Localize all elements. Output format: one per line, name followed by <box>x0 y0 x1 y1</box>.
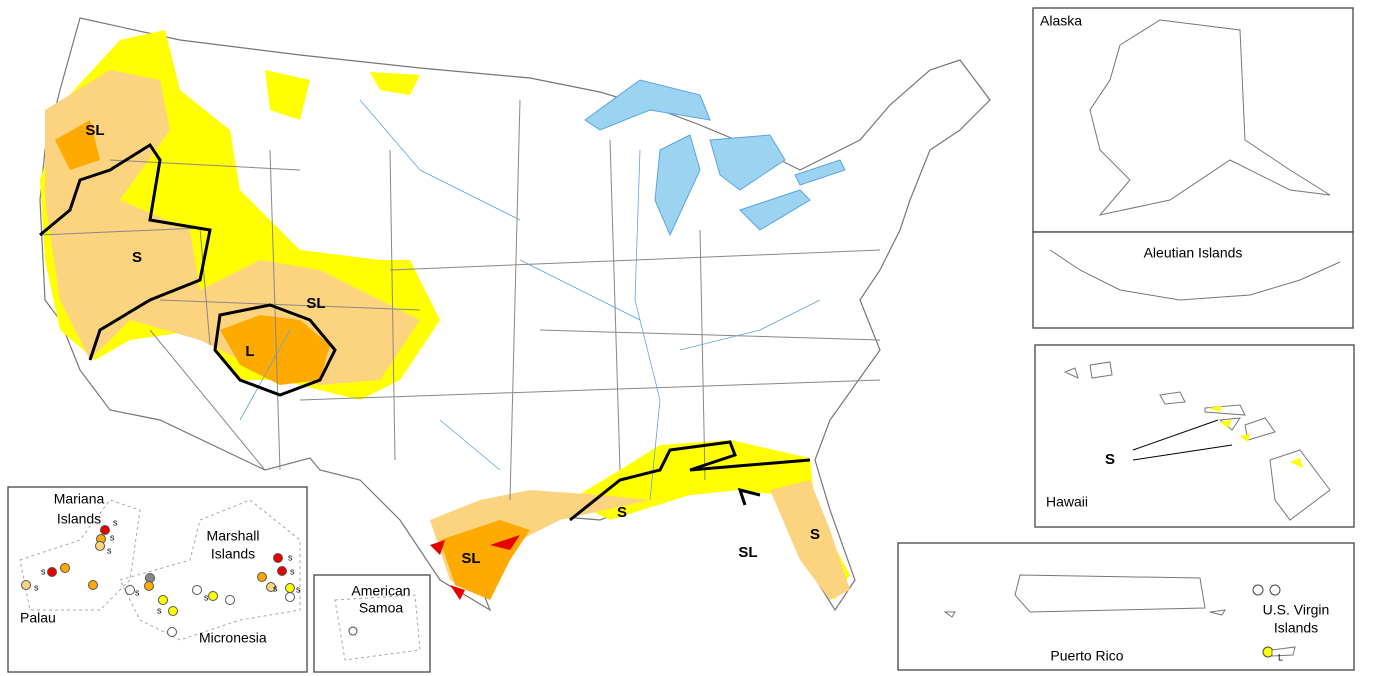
inset-title: American <box>351 583 410 599</box>
island-dot <box>60 563 70 573</box>
impact-label: s <box>290 566 295 576</box>
rivers <box>239 99 821 501</box>
inset-title: Alaska <box>1040 13 1082 29</box>
impact-label: SL <box>306 295 325 312</box>
island-dot <box>257 572 267 582</box>
island-dot <box>277 566 287 576</box>
impact-label: S <box>810 526 820 543</box>
great-lakes <box>584 79 846 237</box>
island-dot <box>95 541 105 551</box>
drought-d1 <box>770 480 850 600</box>
island-dot <box>266 582 276 592</box>
island-dot <box>273 553 283 563</box>
island-dot <box>285 583 295 593</box>
impact-label: s <box>273 583 278 593</box>
impact-outline <box>39 142 212 361</box>
inset-title: U.S. Virgin <box>1263 602 1330 618</box>
inset-title: Hawaii <box>1046 494 1088 510</box>
island-dot <box>285 592 295 602</box>
impact-label: S <box>132 249 142 266</box>
impact-label: SL <box>738 544 757 561</box>
drought-d3 <box>430 535 520 600</box>
impact-label: s <box>41 566 46 576</box>
impact-label: s <box>113 517 118 527</box>
island-dot <box>144 581 154 591</box>
inset-title: Islands <box>1274 620 1318 636</box>
impact-label: s <box>107 545 112 555</box>
samoa-inset <box>313 574 431 673</box>
state-lines <box>39 99 881 501</box>
island-dot <box>158 595 168 605</box>
hawaii-drought <box>1208 406 1303 468</box>
hawaii-shape <box>1063 361 1331 521</box>
puerto-rico-shape <box>943 574 1226 618</box>
island <box>1271 646 1296 657</box>
impact-label: s <box>110 532 115 542</box>
leader-line <box>1132 444 1233 461</box>
impact-label: L <box>1278 652 1283 662</box>
impact-label: S <box>1105 451 1115 468</box>
impact-label: L <box>245 343 254 360</box>
inset-title: Micronesia <box>199 630 267 646</box>
impact-label: SL <box>461 550 480 567</box>
island-dot <box>192 585 202 595</box>
impact-label: s <box>34 582 39 592</box>
island-dot <box>208 591 218 601</box>
island-dot <box>225 595 235 605</box>
impact-label: s <box>204 592 209 602</box>
island-dot <box>125 585 135 595</box>
drought-d2 <box>55 120 100 170</box>
island-dot <box>167 627 177 637</box>
impact-label: s <box>296 584 301 594</box>
impact-label: s <box>288 552 293 562</box>
alaska-shape <box>1089 19 1331 216</box>
impact-label: s <box>157 605 162 615</box>
island <box>1269 584 1281 596</box>
impact-label: SL <box>85 122 104 139</box>
drought-d0 <box>570 440 850 600</box>
pacific-inset <box>7 486 308 673</box>
leader-line <box>1132 419 1219 451</box>
island-dot <box>88 580 98 590</box>
island-dot <box>168 606 178 616</box>
inset-title: Aleutian Islands <box>1144 245 1243 261</box>
island-dot <box>47 567 57 577</box>
inset-title: Samoa <box>359 600 404 616</box>
inset-title: Islands <box>211 546 255 562</box>
impact-label: s <box>135 587 140 597</box>
aleutian-shape <box>1049 249 1341 301</box>
drought-d2 <box>220 315 330 385</box>
impact-outline <box>569 440 811 522</box>
inset-title: Palau <box>20 610 56 626</box>
drought-d0 <box>370 72 420 95</box>
inset-title: Mariana <box>54 491 105 507</box>
island-dot <box>100 525 110 535</box>
drought-d0 <box>265 70 310 120</box>
pacific-regions <box>19 499 301 641</box>
island <box>1252 584 1264 596</box>
inset-title: Islands <box>57 511 101 527</box>
impact-outline <box>213 303 337 397</box>
inset-title: Puerto Rico <box>1050 648 1123 664</box>
inset-title: Marshall <box>207 528 260 544</box>
island <box>348 626 358 636</box>
impact-label: S <box>617 504 627 521</box>
island-dot <box>21 580 31 590</box>
